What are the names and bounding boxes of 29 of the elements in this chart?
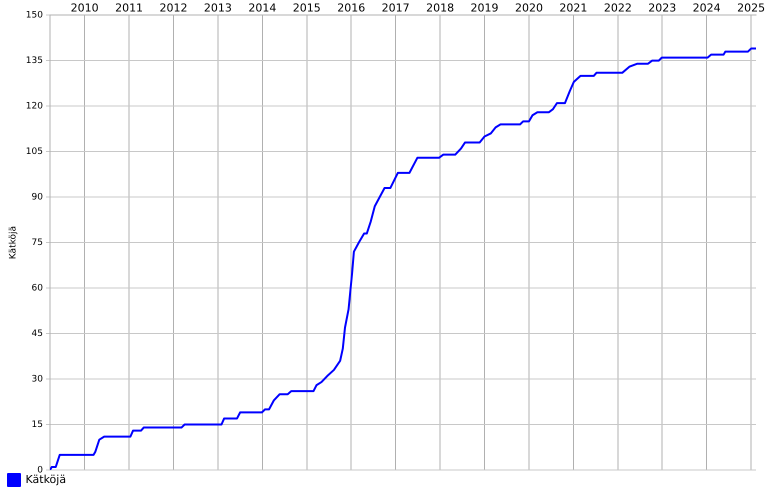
x-tick-label: 2012: [160, 1, 188, 14]
legend-label: Kätköjä: [26, 472, 66, 486]
x-tick-label: 2013: [204, 1, 232, 14]
x-tick-label: 2016: [337, 1, 366, 14]
x-tick-label: 2010: [70, 1, 99, 14]
x-tick-label: 2011: [115, 1, 144, 14]
y-tick-label: 135: [26, 56, 43, 66]
x-tick-label: 2023: [648, 1, 676, 14]
y-tick-label: 60: [32, 283, 44, 294]
x-tick-label: 2021: [559, 1, 588, 14]
x-tick-label: 2019: [470, 1, 499, 14]
y-tick-label: 75: [32, 238, 43, 248]
x-tick-label: 2017: [382, 1, 410, 14]
x-tick-label: 2020: [514, 1, 543, 14]
y-tick-label: 15: [32, 420, 43, 430]
y-tick-label: 105: [26, 146, 43, 157]
y-tick-label: 45: [32, 328, 43, 339]
x-tick-label: 2018: [426, 1, 454, 14]
y-axis-title: Kätköjä: [8, 226, 19, 260]
y-tick-label: 30: [32, 374, 44, 384]
y-tick-label: 0: [37, 465, 44, 476]
x-tick-label: 2015: [292, 1, 321, 14]
x-tick-label: 2024: [692, 1, 721, 14]
x-tick-label: 2014: [248, 1, 276, 14]
y-tick-label: 90: [32, 192, 44, 202]
y-tick-label: 150: [26, 10, 44, 21]
y-tick-label: 120: [26, 102, 44, 112]
x-tick-label: 2025: [737, 1, 766, 14]
x-tick-label: 2022: [604, 1, 632, 14]
